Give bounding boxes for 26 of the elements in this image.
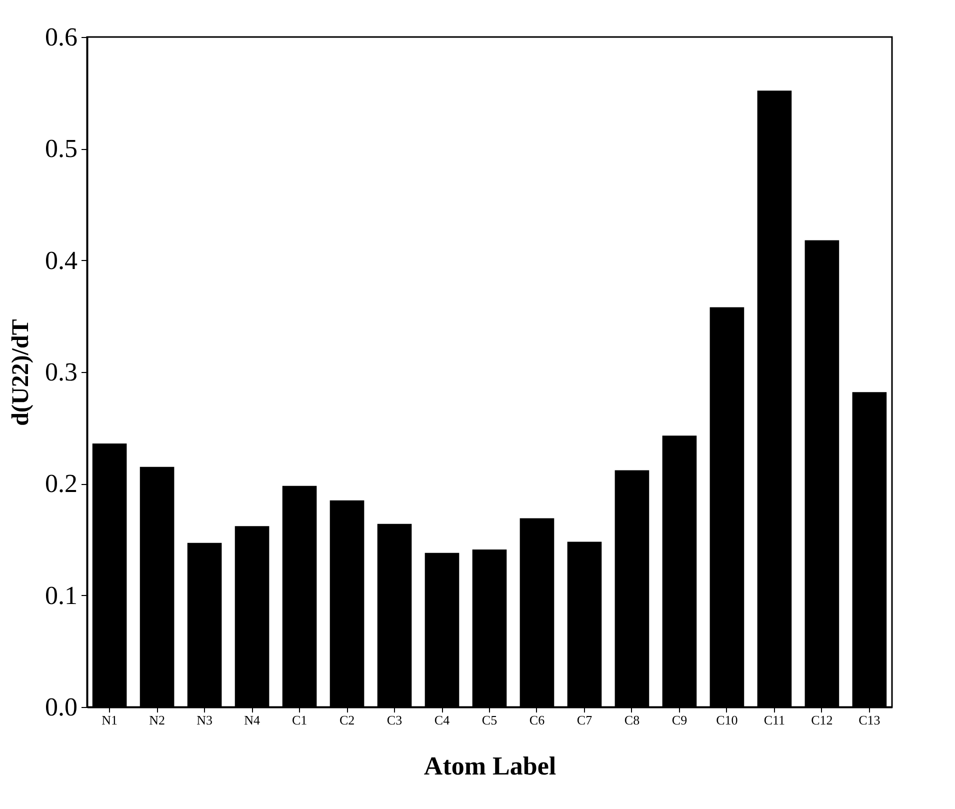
x-tick-label: C4 — [434, 712, 450, 728]
x-tick-label: C7 — [576, 712, 593, 728]
x-tick-label: C6 — [529, 712, 546, 728]
x-tick-label: C1 — [292, 712, 308, 728]
y-tick-label: 0.6 — [45, 22, 78, 52]
x-tick-label: C9 — [672, 712, 688, 728]
y-tick-label: 0.5 — [45, 134, 78, 164]
y-axis-title: d(U22)/dT — [8, 319, 34, 426]
y-tick-label: 0.1 — [45, 580, 78, 610]
x-tick-label: C12 — [811, 712, 833, 728]
x-tick-label: C13 — [858, 712, 880, 728]
x-tick-label: N2 — [149, 712, 165, 728]
y-tick-label: 0.0 — [45, 692, 78, 722]
x-tick-label: C2 — [339, 712, 355, 728]
y-tick-label: 0.4 — [45, 246, 78, 275]
x-tick-label: C8 — [624, 712, 640, 728]
x-tick-label: N1 — [102, 712, 118, 728]
x-tick-label: N3 — [196, 712, 212, 728]
y-tick-label: 0.2 — [45, 469, 78, 498]
y-tick-label: 0.3 — [45, 358, 78, 386]
x-tick-label: N4 — [244, 712, 260, 728]
x-tick-label: C5 — [482, 712, 498, 728]
x-tick-label: C11 — [764, 712, 786, 728]
x-tick-label: C3 — [386, 712, 402, 728]
x-tick-label: C10 — [716, 712, 738, 728]
x-axis-title: Atom Label — [424, 752, 556, 780]
